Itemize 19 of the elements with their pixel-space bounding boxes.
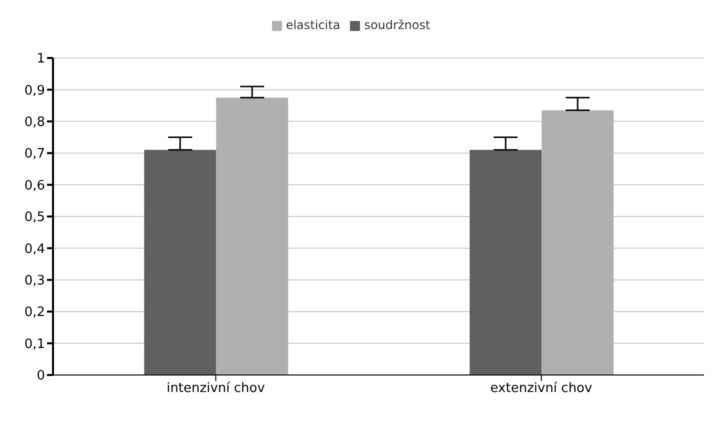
y-tick-label: 0,4 — [24, 242, 45, 257]
x-tick-label: intenzivní chov — [166, 381, 266, 396]
y-tick-label: 0,7 — [24, 146, 45, 162]
bar — [144, 150, 216, 375]
bar — [542, 110, 614, 375]
y-tick-label: 0,6 — [24, 178, 45, 194]
y-tick-label: 0,9 — [24, 83, 45, 98]
bar — [470, 150, 542, 375]
bar — [216, 98, 288, 375]
x-tick-label: extenzivní chov — [490, 381, 593, 396]
y-tick-label: 0,5 — [24, 210, 45, 226]
legend-label: elasticita — [286, 18, 340, 32]
y-tick-label: 0,1 — [24, 336, 45, 352]
legend-label: soudržnost — [364, 18, 430, 32]
y-tick-label: 0,3 — [24, 274, 45, 289]
y-tick-label: 0,8 — [24, 115, 45, 130]
y-tick-label: 1 — [36, 52, 45, 67]
y-tick-label: 0,2 — [24, 305, 45, 320]
y-tick-label: 0 — [36, 368, 45, 384]
